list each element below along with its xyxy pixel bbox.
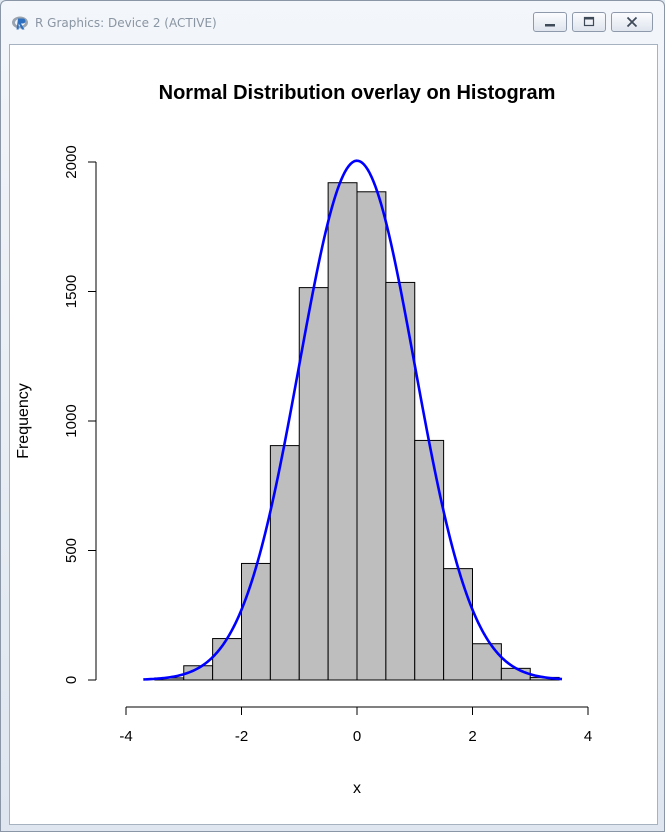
x-tick-label-2: 0 xyxy=(353,728,361,745)
close-icon xyxy=(626,16,638,28)
histogram-bar-3 xyxy=(241,562,271,681)
y-axis: 0 500 1000 1500 2000 xyxy=(63,145,97,684)
histogram-bar-2 xyxy=(212,638,242,681)
histogram-bar-6 xyxy=(327,182,358,681)
histogram-bar-4 xyxy=(269,445,300,681)
x-axis: -4 -2 0 2 4 xyxy=(119,706,592,745)
y-tick-label-2: 1000 xyxy=(63,404,80,437)
plot-area: Normal Distribution overlay on Histogram… xyxy=(9,44,658,825)
x-tick-label-1: -2 xyxy=(235,728,248,745)
x-tick-label-0: -4 xyxy=(119,728,132,745)
x-tick-label-3: 2 xyxy=(468,728,476,745)
y-axis-title: Frequency xyxy=(15,383,32,459)
histogram-chart: Normal Distribution overlay on Histogram… xyxy=(15,82,592,797)
histogram-bar-9 xyxy=(414,439,445,681)
histogram-bar-11 xyxy=(472,643,502,681)
maximize-button[interactable] xyxy=(572,12,606,32)
x-tick-label-4: 4 xyxy=(584,728,592,745)
y-tick-label-1: 500 xyxy=(63,538,80,563)
histogram-bar-5 xyxy=(298,287,329,681)
x-axis-title: x xyxy=(353,780,361,797)
histogram-bars xyxy=(154,182,560,681)
histogram-bar-12 xyxy=(500,667,531,681)
window-title: R Graphics: Device 2 (ACTIVE) xyxy=(35,16,217,30)
chart-title: Normal Distribution overlay on Histogram xyxy=(159,82,556,104)
close-button[interactable] xyxy=(611,12,653,32)
minimize-button[interactable] xyxy=(533,12,567,32)
histogram-bar-10 xyxy=(443,568,473,681)
maximize-icon xyxy=(583,16,595,27)
r-logo-icon xyxy=(12,16,28,30)
y-tick-label-3: 1500 xyxy=(63,275,80,308)
minimize-icon xyxy=(545,24,555,27)
normal-curve xyxy=(143,159,563,681)
y-tick-label-0: 0 xyxy=(63,676,80,684)
y-tick-label-4: 2000 xyxy=(63,145,80,178)
title-bar[interactable]: R Graphics: Device 2 (ACTIVE) xyxy=(1,1,664,45)
histogram-bar-7 xyxy=(356,191,387,681)
